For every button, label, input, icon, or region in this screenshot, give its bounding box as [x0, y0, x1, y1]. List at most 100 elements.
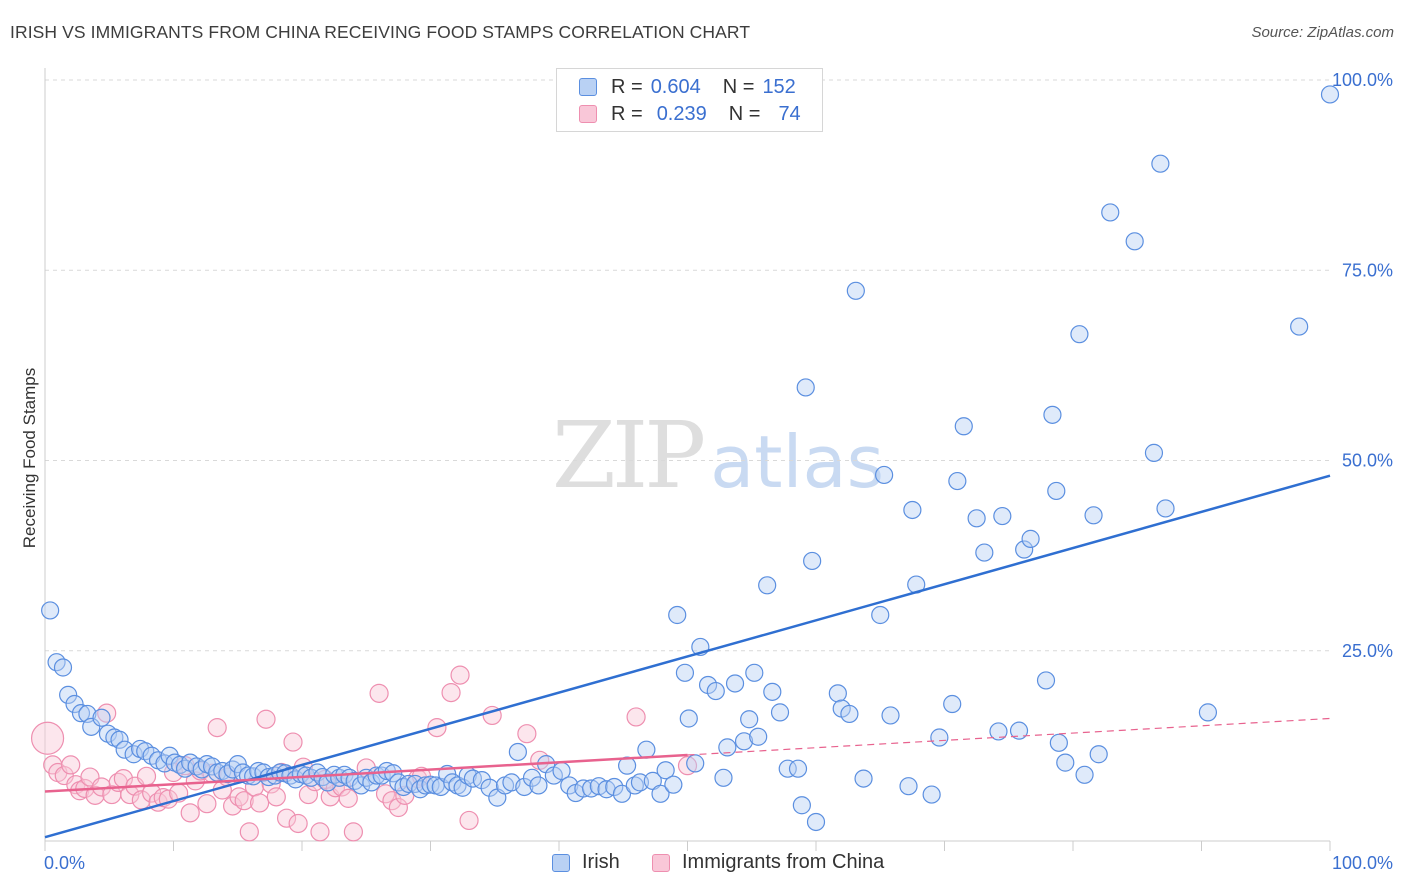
correlation-legend: R = 0.604 N = 152 R = 0.239 N = 74: [556, 68, 823, 132]
china-point: [185, 771, 205, 791]
irish-point: [922, 785, 941, 804]
irish-point: [679, 709, 698, 728]
irish-point: [758, 576, 777, 595]
irish-point: [871, 605, 890, 625]
irish-point: [1056, 753, 1075, 772]
irish-point: [1151, 154, 1170, 173]
irish-point: [1009, 721, 1029, 740]
china-point: [276, 808, 297, 828]
china-point: [626, 707, 646, 727]
irish-point: [1144, 443, 1164, 462]
tick-label-layer: 25.0% 50.0% 75.0% 100.0% 0.0% 100.0%: [44, 70, 1393, 873]
irish-point: [718, 738, 737, 757]
irish-point: [734, 732, 754, 751]
china-point: [207, 718, 227, 738]
irish-point: [1156, 499, 1175, 518]
grid-layer: [45, 79, 1330, 652]
legend-r-label: R =: [611, 75, 643, 98]
china-point: [288, 813, 308, 834]
irish-point: [1047, 481, 1066, 501]
legend-n-label: N =: [728, 102, 761, 125]
irish-point: [605, 777, 624, 797]
china-trend-line-dashed: [687, 717, 1331, 756]
irish-point: [899, 777, 918, 796]
y-tick-label: 50.0%: [1342, 451, 1393, 471]
irish-point: [740, 710, 759, 729]
source-credit: Source: ZipAtlas.com: [1251, 24, 1394, 41]
irish-point: [840, 704, 859, 724]
irish-point: [1198, 703, 1218, 722]
china-point: [517, 724, 537, 744]
legend-r-label: R =: [611, 102, 643, 125]
china-point: [450, 665, 470, 685]
irish-point: [664, 775, 683, 794]
irish-trend-line: [44, 474, 1331, 839]
irish-point: [745, 663, 764, 682]
irish-point: [675, 663, 695, 682]
china-point: [180, 803, 200, 823]
irish-point: [993, 506, 1012, 526]
irish-point: [625, 776, 644, 795]
irish-point: [875, 465, 894, 485]
irish-point: [792, 796, 811, 815]
irish-point: [637, 740, 656, 759]
watermark-zip: ZIP: [552, 402, 706, 509]
irish-point: [443, 773, 462, 792]
irish-point: [1036, 671, 1056, 690]
irish-point: [1015, 540, 1034, 559]
x-tick-label-max: 100.0%: [1332, 853, 1393, 873]
irish-point: [92, 708, 111, 727]
irish-point: [975, 543, 994, 562]
irish-point: [989, 722, 1008, 741]
irish-point: [480, 778, 499, 797]
irish-point: [778, 759, 797, 778]
china-point: [136, 766, 157, 786]
legend-r-value-irish: 0.604: [650, 75, 701, 98]
china-point: [229, 787, 249, 807]
irish-point: [967, 509, 986, 528]
irish-point: [529, 776, 548, 795]
china-point: [30, 721, 65, 755]
irish-point: [560, 776, 579, 795]
y-tick-label: 25.0%: [1342, 641, 1393, 661]
irish-point: [668, 605, 687, 625]
china-point: [197, 794, 217, 814]
china-point: [249, 793, 270, 813]
legend-n-label: N =: [722, 75, 755, 98]
irish-point: [770, 703, 790, 722]
irish-point: [110, 730, 129, 749]
irish-point: [903, 500, 922, 520]
irish-point: [686, 754, 705, 773]
series-swatch-irish: [552, 853, 570, 872]
irish-point: [1290, 317, 1309, 336]
irish-point: [846, 281, 865, 300]
irish-point: [522, 768, 542, 787]
irish-point: [806, 812, 826, 832]
irish-point: [1049, 733, 1068, 752]
irish-point: [1101, 203, 1120, 222]
legend-n-value-irish: 152: [762, 75, 796, 98]
watermark-atlas: atlas: [710, 420, 885, 504]
irish-point: [803, 551, 822, 571]
irish-point: [1089, 745, 1108, 764]
irish-point: [286, 770, 305, 789]
irish-point: [574, 779, 593, 798]
irish-point: [192, 760, 211, 779]
irish-point: [828, 684, 847, 703]
china-point: [343, 822, 363, 842]
irish-point: [656, 761, 675, 780]
irish-point: [948, 471, 967, 491]
irish-point: [1125, 232, 1144, 251]
irish-point: [725, 674, 745, 693]
irish-point: [463, 769, 483, 788]
irish-point: [763, 682, 782, 701]
irish-point: [472, 771, 491, 790]
irish-point: [749, 727, 768, 746]
irish-point: [71, 704, 91, 723]
trend-layer: [44, 474, 1331, 839]
legend-swatch-irish: [579, 78, 597, 96]
y-axis-label: Receiving Food Stamps: [20, 367, 39, 549]
axis-layer: [44, 68, 1331, 851]
series-swatch-china: [652, 853, 670, 872]
china-trend-line-solid: [44, 753, 688, 793]
